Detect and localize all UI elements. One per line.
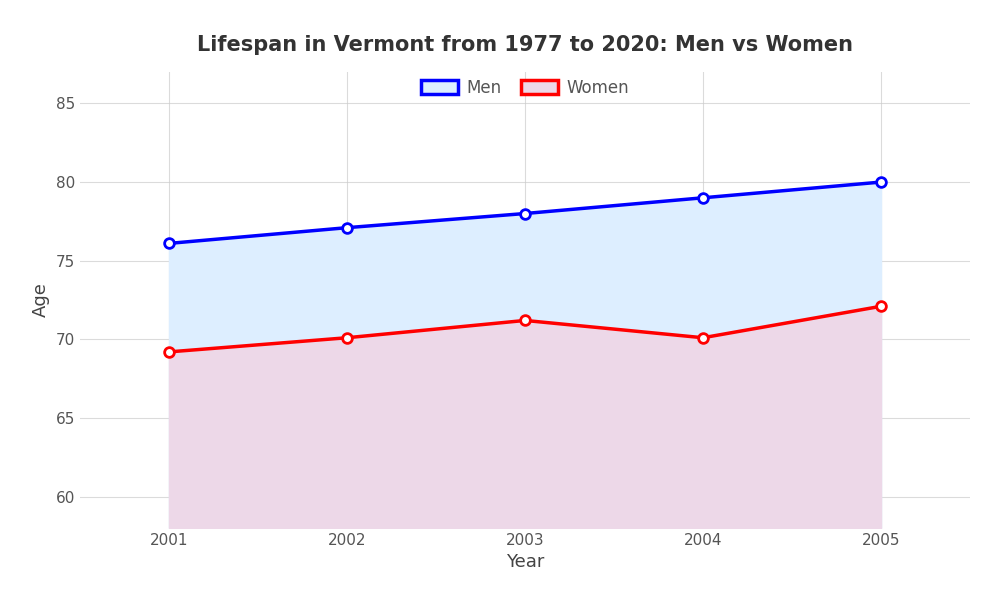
X-axis label: Year: Year: [506, 553, 544, 571]
Title: Lifespan in Vermont from 1977 to 2020: Men vs Women: Lifespan in Vermont from 1977 to 2020: M…: [197, 35, 853, 55]
Y-axis label: Age: Age: [32, 283, 50, 317]
Legend: Men, Women: Men, Women: [414, 72, 636, 103]
